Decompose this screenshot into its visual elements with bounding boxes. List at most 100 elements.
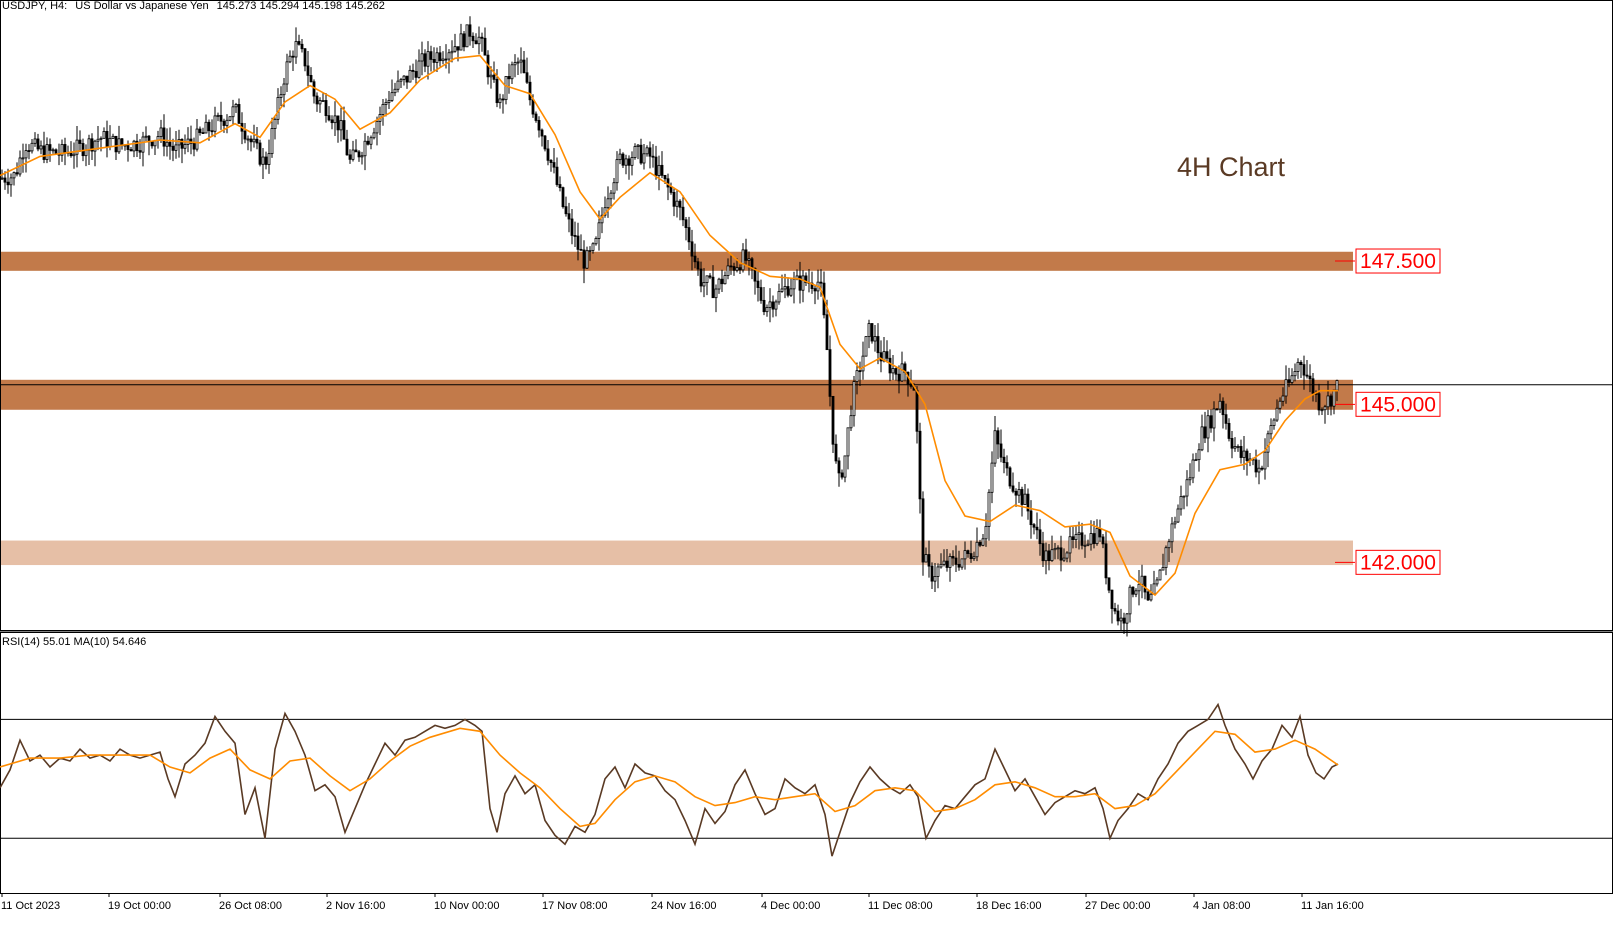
candle <box>807 269 811 293</box>
candle <box>690 229 694 271</box>
candle-body <box>1191 459 1195 479</box>
candle-body <box>702 282 706 287</box>
candle <box>1308 364 1312 393</box>
candle <box>861 341 865 380</box>
candle-body <box>492 74 496 80</box>
candle-body <box>213 115 217 132</box>
candle <box>18 150 22 177</box>
candle <box>27 144 31 160</box>
candle-body <box>1173 521 1177 525</box>
candle <box>147 135 151 156</box>
candle-body <box>447 52 451 60</box>
candle-body <box>648 147 652 157</box>
candle-body <box>522 59 526 74</box>
candle <box>666 173 670 201</box>
candle <box>942 549 946 567</box>
candle-body <box>678 200 682 208</box>
candle-body <box>720 278 724 285</box>
candle-body <box>672 191 676 207</box>
candle <box>279 86 283 107</box>
candle <box>1320 407 1324 415</box>
candle <box>1329 393 1333 416</box>
candle <box>153 139 157 155</box>
candle <box>360 151 364 165</box>
candle-body <box>504 76 508 100</box>
x-tick-label: 2 Nov 16:00 <box>326 900 385 912</box>
candle-body <box>738 267 742 271</box>
candle-body <box>9 177 13 186</box>
price-label-3: 142.000 <box>1335 549 1441 575</box>
candle <box>732 262 736 276</box>
candle-body <box>375 120 379 134</box>
candle-body <box>1125 613 1129 624</box>
candle-body <box>1083 544 1087 547</box>
candle <box>1179 485 1183 516</box>
candle-body <box>189 138 193 144</box>
candle-body <box>768 301 772 308</box>
candle-body <box>1218 400 1222 410</box>
candle-body <box>45 144 49 160</box>
candle-body <box>885 351 889 359</box>
candle-body <box>204 121 208 134</box>
candle <box>84 144 88 167</box>
candle-body <box>951 555 955 559</box>
candle <box>63 137 67 166</box>
candle <box>1275 399 1279 423</box>
candle-body <box>1308 375 1312 380</box>
candle <box>1302 355 1306 390</box>
candle <box>804 272 808 286</box>
candle-body <box>75 139 79 155</box>
candle <box>291 50 295 72</box>
candle-body <box>789 288 793 296</box>
candle <box>216 112 220 122</box>
candle <box>135 133 139 157</box>
candle <box>471 32 475 49</box>
chart-header: USDJPY, H4: US Dollar vs Japanese Yen 14… <box>2 0 390 12</box>
candle-body <box>687 227 691 243</box>
candle <box>708 273 712 280</box>
candle-body <box>804 275 808 283</box>
candle <box>1005 455 1009 476</box>
candle <box>1287 367 1291 388</box>
candle <box>186 127 190 153</box>
candle <box>225 114 229 134</box>
candle-body <box>858 370 862 373</box>
price-label-box <box>1355 391 1441 417</box>
support-resistance-zones <box>1 251 1353 566</box>
candle-body <box>1143 575 1147 593</box>
candle-body <box>1170 523 1174 543</box>
candle <box>714 284 718 313</box>
candle <box>456 46 460 62</box>
candle-body <box>519 59 523 63</box>
candle <box>378 106 382 135</box>
candle-body <box>162 127 166 147</box>
candle <box>738 264 742 275</box>
candle <box>1299 360 1303 379</box>
candle-body <box>1239 446 1243 458</box>
x-axis: 11 Oct 2023 19 Oct 00:00 26 Oct 08:00 2 Nov… <box>1 893 1364 912</box>
candle <box>24 143 28 173</box>
candle <box>1317 383 1321 416</box>
candle-body <box>1164 547 1168 569</box>
candle <box>846 427 850 470</box>
candle <box>867 319 871 349</box>
candle-body <box>558 184 562 189</box>
candle <box>66 145 70 157</box>
candle-body <box>24 150 28 159</box>
candle-body <box>1260 467 1264 470</box>
candle-body <box>1188 477 1192 481</box>
candle-body <box>798 275 802 291</box>
candle <box>1158 569 1162 581</box>
candle <box>741 243 745 273</box>
candle-body <box>249 138 253 143</box>
candle <box>600 207 604 234</box>
candle-body <box>690 241 694 257</box>
candle-body <box>1167 541 1171 549</box>
candle-body <box>1230 438 1234 449</box>
candle-body <box>450 50 454 54</box>
candle <box>1017 481 1021 504</box>
candle-body <box>1272 419 1276 426</box>
candle-body <box>771 301 775 310</box>
candle <box>1272 418 1276 430</box>
candle-body <box>231 106 235 118</box>
